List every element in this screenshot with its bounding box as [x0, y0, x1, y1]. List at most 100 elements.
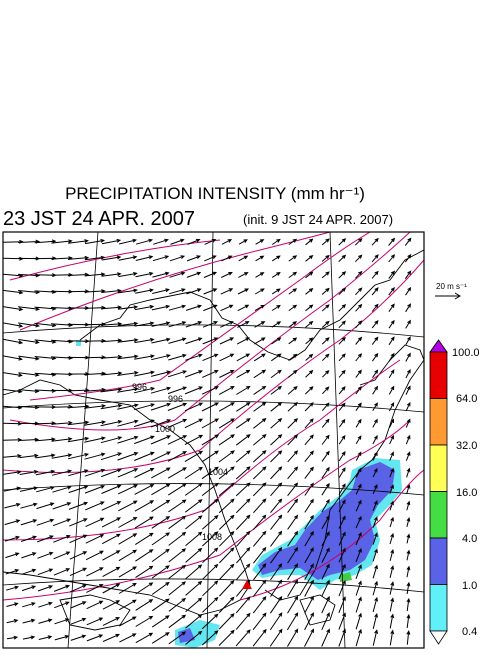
- wind-arrow: [304, 628, 315, 647]
- wind-arrow: [321, 353, 330, 362]
- wind-arrow: [84, 272, 106, 277]
- wind-arrow: [338, 612, 346, 630]
- wind-arrow: [253, 530, 267, 547]
- wind-arrow: [406, 613, 411, 628]
- wind-arrow: [21, 568, 37, 575]
- wind-arrow: [167, 386, 188, 395]
- precip-moderate: [178, 628, 195, 643]
- wind-arrow: [255, 255, 265, 262]
- wind-arrow: [271, 288, 281, 295]
- wind-arrow: [269, 628, 283, 647]
- wind-arrow: [288, 337, 298, 345]
- wind-arrow: [36, 502, 55, 510]
- wind-arrow: [355, 402, 362, 411]
- wind-arrow: [102, 550, 121, 561]
- wind-arrow: [235, 629, 251, 647]
- wind-arrow: [150, 386, 172, 394]
- wind-arrow: [5, 585, 20, 591]
- wind-arrow: [405, 451, 411, 461]
- wind-arrow: [100, 322, 123, 326]
- wind-arrow: [83, 387, 107, 392]
- wind-arrow: [151, 632, 170, 644]
- wind-arrow: [406, 516, 411, 528]
- wind-arrow: [168, 581, 186, 596]
- wind-arrow: [151, 532, 171, 546]
- wind-arrow: [305, 271, 314, 279]
- wind-arrow: [118, 549, 138, 562]
- wind-arrow: [185, 630, 203, 645]
- wind-arrow: [235, 514, 251, 530]
- wind-arrow: [135, 288, 154, 294]
- wind-arrow: [252, 450, 267, 463]
- wind-arrow: [167, 402, 188, 411]
- wind-arrow: [270, 418, 283, 429]
- wind-arrow: [100, 354, 123, 359]
- wind-arrow: [102, 617, 121, 626]
- wind-arrow: [184, 434, 204, 446]
- wind-arrow: [235, 434, 251, 446]
- wind-arrow: [134, 370, 155, 377]
- wind-arrow: [168, 597, 186, 612]
- wind-arrow: [304, 579, 314, 597]
- colorbar-segment: [429, 444, 448, 492]
- colorbar-segment: [429, 491, 448, 539]
- wind-arrow: [185, 564, 203, 580]
- wind-arrow: [355, 483, 362, 495]
- wind-arrow: [134, 354, 155, 360]
- wind-arrow: [185, 353, 203, 361]
- wind-arrow: [236, 563, 251, 581]
- wind-arrow: [51, 239, 73, 244]
- wind-arrow: [202, 531, 219, 547]
- wind-arrow: [406, 565, 411, 578]
- wind-arrow: [338, 628, 346, 647]
- wind-arrow: [151, 483, 171, 496]
- wind-arrow: [219, 370, 235, 378]
- wind-arrow: [151, 548, 170, 563]
- wind-arrow: [133, 403, 156, 411]
- wind-arrow: [286, 628, 299, 647]
- wind-arrow: [118, 533, 138, 545]
- wind-arrow: [405, 368, 411, 379]
- wind-arrow: [338, 386, 346, 395]
- wind-arrow: [184, 482, 203, 496]
- wind-arrow: [53, 568, 71, 576]
- wind-arrow: [321, 531, 330, 547]
- wind-arrow: [405, 385, 411, 395]
- wind-arrow: [67, 453, 90, 460]
- wind-arrow: [355, 580, 362, 596]
- wind-arrow: [117, 321, 139, 327]
- wind-arrow: [52, 485, 72, 493]
- wind-arrow: [85, 238, 106, 245]
- coast: [299, 594, 336, 626]
- wind-arrow: [288, 271, 298, 279]
- wind-arrow: [270, 514, 283, 530]
- wind-arrow: [270, 450, 283, 463]
- wind-arrow: [389, 484, 394, 494]
- wind-arrow: [101, 533, 121, 545]
- wind-arrow: [152, 271, 170, 278]
- colorbar-segment: [429, 398, 448, 446]
- wind-arrow: [119, 633, 137, 643]
- wind-arrow: [151, 499, 171, 513]
- wind-arrow: [134, 337, 155, 344]
- wind-arrow: [168, 564, 187, 579]
- wind-arrow: [185, 321, 203, 328]
- wind-arrow: [235, 450, 251, 463]
- wind-arrow: [168, 304, 187, 311]
- wind-arrow: [118, 582, 137, 594]
- wind-arrow: [118, 255, 138, 261]
- wind-arrow: [68, 501, 89, 510]
- wind-arrow: [321, 515, 330, 530]
- wind-arrow: [135, 271, 154, 278]
- coast: [264, 344, 424, 601]
- wind-arrow: [253, 401, 267, 412]
- wind-arrow: [355, 467, 362, 478]
- wind-arrow: [100, 452, 123, 461]
- wind-arrow: [389, 581, 395, 595]
- wind-arrow: [167, 467, 187, 479]
- wind-arrow: [19, 470, 39, 475]
- wind-arrow: [270, 546, 283, 564]
- colorbar-label: 100.0: [452, 347, 480, 359]
- wind-arrow: [338, 287, 347, 295]
- wind-arrow: [405, 418, 411, 428]
